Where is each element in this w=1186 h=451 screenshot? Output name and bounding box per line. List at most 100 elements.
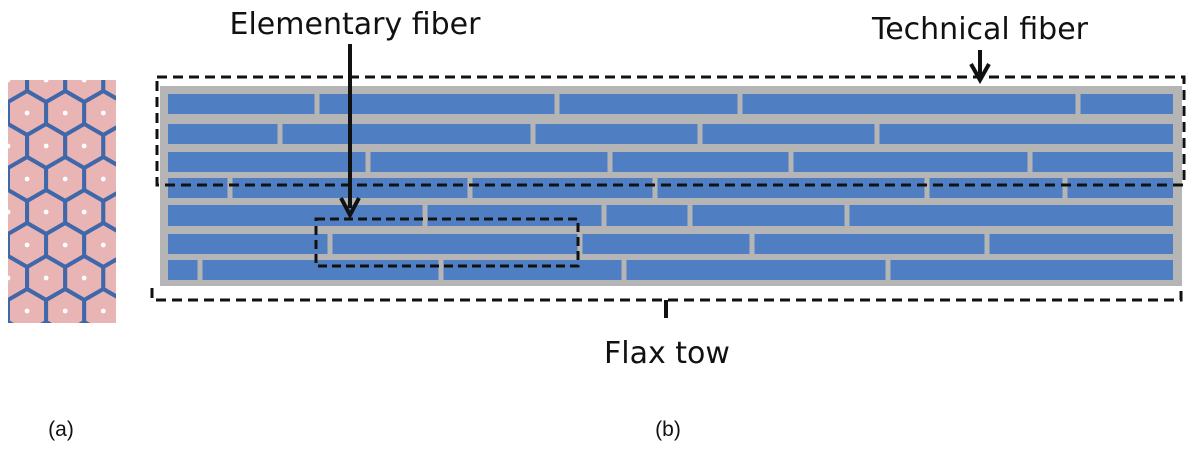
fiber-bar [282, 124, 531, 144]
cross-section-panel [0, 25, 160, 347]
fiber-bar [692, 205, 845, 226]
lumen-dot [120, 276, 125, 281]
lumen-dot [8, 209, 11, 215]
hexagon-cell [82, 286, 116, 323]
hexagon-cell [8, 25, 46, 69]
lumen-dot [62, 308, 68, 314]
fiber-bar [606, 205, 688, 226]
fiber-bar [202, 260, 439, 280]
fiber-bar [1032, 152, 1173, 172]
fiber-bar [168, 205, 423, 226]
fiber-bar [168, 152, 366, 172]
flax-tow-bracket [150, 288, 1183, 318]
lumen-dot [139, 111, 144, 116]
lumen-dot [43, 275, 49, 281]
arrow-down-icon [969, 63, 991, 85]
lumen-dot [62, 176, 68, 182]
lumen-dot [139, 243, 144, 248]
fiber-bar [168, 124, 278, 144]
fiber-bar [657, 178, 925, 198]
flax-tow-label: Flax tow [604, 336, 730, 371]
hexagon-cell [101, 80, 116, 101]
fiber-bar [319, 94, 555, 114]
hexagon-cell [8, 165, 10, 193]
lumen-dot [62, 242, 68, 248]
lumen-dot [81, 143, 87, 149]
hexagon-cell [78, 319, 90, 323]
fiber-bar [890, 260, 1173, 280]
fiber-bar [626, 260, 886, 280]
hexagon-cell [122, 223, 160, 267]
lumen-dot [139, 45, 144, 50]
fiber-bar [879, 124, 1173, 144]
fiber-bar [1067, 178, 1173, 198]
fiber-bar [168, 178, 228, 198]
lumen-dot [43, 80, 49, 83]
fiber-bar [559, 94, 738, 114]
hexagon-cell [101, 125, 116, 167]
fiber-bar [742, 94, 1076, 114]
fiber-bar [332, 234, 578, 254]
hexagon-cell [101, 191, 116, 233]
hexagon-cell [8, 319, 14, 323]
fiber-bar [535, 124, 698, 144]
lumen-dot [100, 176, 106, 182]
flax-tow-panel [150, 44, 1186, 318]
arrow-down-icon [339, 197, 361, 220]
fiber-bar [582, 234, 750, 254]
lumen-dot [100, 308, 106, 314]
hexagon-cell [8, 99, 10, 127]
lumen-dot [8, 275, 11, 281]
lumen-dot [44, 342, 49, 347]
lumen-dot [8, 143, 11, 149]
lumen-dot [120, 342, 125, 347]
fiber-bar [929, 178, 1063, 198]
fiber-bar [754, 234, 985, 254]
elementary-fiber-outline [314, 217, 580, 268]
lumen-dot [120, 144, 125, 149]
hexagon-cell [8, 297, 10, 323]
fiber-bar [989, 234, 1173, 254]
fiber-bar [443, 260, 622, 280]
lumen-dot [62, 110, 68, 116]
hexagon-cell [101, 257, 116, 299]
lumen-dot [81, 275, 87, 281]
lumen-dot [43, 143, 49, 149]
lumen-dot [81, 80, 87, 83]
lumen-dot [139, 309, 144, 314]
lumen-dot [81, 209, 87, 215]
lumen-dot [8, 80, 11, 83]
lumen-dot [120, 78, 125, 83]
lumen-dot [101, 45, 106, 50]
fiber-bar [370, 152, 608, 172]
fiber-bar [472, 178, 653, 198]
lumen-dot [24, 242, 30, 248]
hexagon-cell [122, 157, 160, 201]
hexagon-cell [46, 25, 84, 69]
fiber-bar [793, 152, 1028, 172]
hexagon-cell [122, 25, 160, 69]
lumen-dot [100, 242, 106, 248]
hexagon-cell [122, 289, 160, 333]
hexagon-cell [122, 91, 160, 135]
panel-a-label: (a) [48, 418, 74, 441]
lumen-dot [82, 342, 87, 347]
fiber-bar [849, 205, 1173, 226]
fiber-bar [612, 152, 789, 172]
lumen-dot [120, 210, 125, 215]
lumen-dot [25, 45, 30, 50]
technical-fiber-outline [155, 75, 1186, 187]
panel-b-label: (b) [655, 418, 681, 441]
fiber-bar [427, 205, 602, 226]
hexagon-cell [0, 25, 8, 69]
fiber-bar [702, 124, 875, 144]
fiber-bar [168, 234, 328, 254]
hexagon-cell [8, 231, 10, 259]
hexagon-cell [84, 25, 122, 69]
fiber-bar [168, 260, 198, 280]
lumen-dot [24, 176, 30, 182]
lumen-dot [24, 308, 30, 314]
fiber-bar [1080, 94, 1173, 114]
